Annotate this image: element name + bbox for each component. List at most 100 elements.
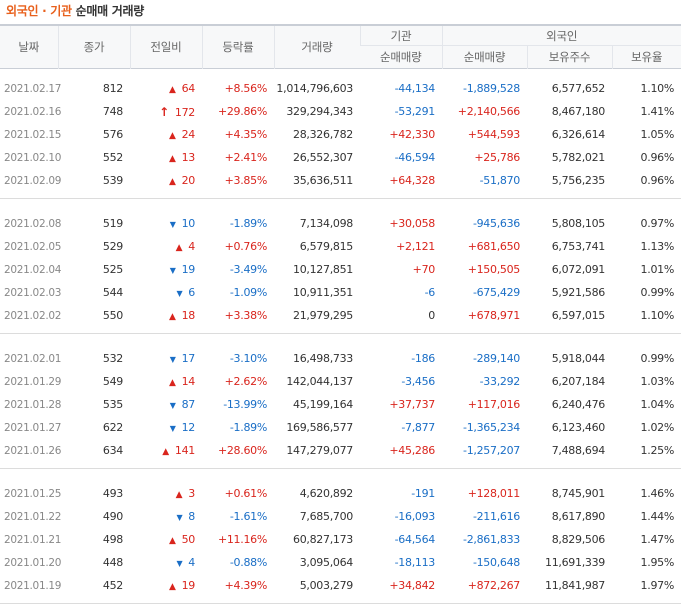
table-body: 2021.02.17 812 ▲ 64 +8.56% 1,014,796,603 -44,1… xyxy=(0,69,681,604)
cell-date: 2021.01.22 xyxy=(4,510,62,523)
cell-inst-net: -46,594 xyxy=(394,151,436,164)
cell-inst-net: -186 xyxy=(411,352,435,365)
cell-foreign-net: -150,648 xyxy=(472,556,520,569)
cell-foreign-net: +150,505 xyxy=(467,263,521,276)
cell-rate: +4.39% xyxy=(224,579,268,592)
up-triangle-icon: ▲ xyxy=(175,490,183,500)
cell-foreign-net: -1,257,207 xyxy=(463,444,520,457)
table-header: 날짜 종가 전일비 등락률 거래량 기관 외국인 순매매량 순매매량 보유주수 … xyxy=(0,25,681,69)
change-value: 18 xyxy=(181,309,196,322)
up-triangle-icon: ▲ xyxy=(168,582,176,592)
upper-limit-arrow-icon: ↑ xyxy=(159,104,169,119)
cell-rate: -1.09% xyxy=(229,286,267,299)
cell-change: ▼ 17 xyxy=(130,347,202,370)
cell-change: ▼ 4 xyxy=(130,551,202,574)
cell-change: ▲ 13 xyxy=(130,146,202,169)
down-triangle-icon: ▼ xyxy=(169,355,176,364)
cell-date: 2021.01.27 xyxy=(4,421,62,434)
cell-change: ▲ 19 xyxy=(130,574,202,597)
cell-foreign-net: +117,016 xyxy=(467,398,521,411)
cell-foreign-ratio: 1.41% xyxy=(640,105,675,118)
cell-volume: 5,003,279 xyxy=(299,579,354,592)
cell-volume: 3,095,064 xyxy=(299,556,354,569)
header-foreign-net: 순매매량 xyxy=(441,45,527,69)
cell-change: ▲ 20 xyxy=(130,169,202,192)
change-value: 87 xyxy=(181,398,196,411)
cell-close: 576 xyxy=(102,128,123,141)
cell-rate: -3.10% xyxy=(229,352,267,365)
cell-inst-net: +37,737 xyxy=(389,398,435,411)
cell-volume: 6,579,815 xyxy=(299,240,354,253)
table-row: 2021.01.20 448 ▼ 4 -0.88% 3,095,064 -18,113 -15… xyxy=(0,551,681,574)
cell-volume: 7,134,098 xyxy=(299,217,354,230)
cell-foreign-net: -675,429 xyxy=(472,286,520,299)
table-row: 2021.02.15 576 ▲ 24 +4.35% 28,326,782 +42,330 +… xyxy=(0,123,681,146)
change-value: 10 xyxy=(181,217,196,230)
cell-volume: 16,498,733 xyxy=(293,352,353,365)
cell-inst-net: +2,121 xyxy=(396,240,435,253)
up-triangle-icon: ▲ xyxy=(168,177,176,187)
cell-date: 2021.02.01 xyxy=(4,352,62,365)
cell-foreign-ratio: 0.96% xyxy=(640,151,675,164)
table-row: 2021.01.25 493 ▲ 3 +0.61% 4,620,892 -191 +128,0… xyxy=(0,482,681,505)
cell-foreign-ratio: 1.46% xyxy=(640,487,675,500)
group-spacer xyxy=(0,469,681,483)
cell-foreign-net: +678,971 xyxy=(467,309,521,322)
cell-inst-net: -64,564 xyxy=(394,533,436,546)
cell-date: 2021.02.17 xyxy=(4,82,62,95)
change-value: 6 xyxy=(188,286,195,299)
cell-foreign-net: -51,870 xyxy=(479,174,521,187)
table-row: 2021.02.08 519 ▼ 10 -1.89% 7,134,098 +30,058 -9… xyxy=(0,212,681,235)
cell-foreign-net: +872,267 xyxy=(467,579,521,592)
change-value: 50 xyxy=(181,533,196,546)
change-value: 12 xyxy=(181,421,196,434)
cell-change: ▲ 3 xyxy=(130,482,202,505)
cell-volume: 26,552,307 xyxy=(293,151,353,164)
header-foreign-shares: 보유주수 xyxy=(526,45,612,69)
cell-inst-net: -191 xyxy=(411,487,435,500)
cell-volume: 142,044,137 xyxy=(286,375,353,388)
cell-foreign-ratio: 1.10% xyxy=(640,309,675,322)
cell-inst-net: -6 xyxy=(424,286,436,299)
change-value: 19 xyxy=(181,579,196,592)
cell-foreign-shares: 7,488,694 xyxy=(551,444,606,457)
cell-foreign-net: +544,593 xyxy=(467,128,521,141)
cell-inst-net: +70 xyxy=(412,263,436,276)
header-foreign-ratio: 보유율 xyxy=(611,45,681,69)
cell-rate: +2.62% xyxy=(224,375,268,388)
cell-change: ▲ 50 xyxy=(130,528,202,551)
section-title: 외국인 · 기관 순매매 거래량 xyxy=(0,0,685,24)
cell-date: 2021.01.29 xyxy=(4,375,62,388)
cell-volume: 45,199,164 xyxy=(293,398,353,411)
cell-date: 2021.01.25 xyxy=(4,487,62,500)
cell-close: 532 xyxy=(102,352,123,365)
cell-rate: -0.88% xyxy=(229,556,267,569)
cell-foreign-net: -33,292 xyxy=(479,375,521,388)
cell-rate: +3.85% xyxy=(224,174,268,187)
cell-foreign-ratio: 1.05% xyxy=(640,128,675,141)
cell-inst-net: +45,286 xyxy=(389,444,435,457)
cell-foreign-shares: 6,597,015 xyxy=(551,309,606,322)
group-spacer xyxy=(0,334,681,348)
cell-date: 2021.02.15 xyxy=(4,128,62,141)
change-value: 64 xyxy=(181,82,196,95)
table-row: 2021.01.19 452 ▲ 19 +4.39% 5,003,279 +34,842 +8… xyxy=(0,574,681,597)
cell-change: ▲ 24 xyxy=(130,123,202,146)
cell-close: 539 xyxy=(102,174,123,187)
down-triangle-icon: ▼ xyxy=(176,559,183,568)
change-value: 4 xyxy=(188,240,195,253)
cell-foreign-ratio: 1.13% xyxy=(640,240,675,253)
cell-foreign-ratio: 1.25% xyxy=(640,444,675,457)
table-row: 2021.02.05 529 ▲ 4 +0.76% 6,579,815 +2,121 +681… xyxy=(0,235,681,258)
cell-foreign-net: -211,616 xyxy=(472,510,520,523)
cell-foreign-ratio: 0.97% xyxy=(640,217,675,230)
cell-date: 2021.01.20 xyxy=(4,556,62,569)
table-row: 2021.01.21 498 ▲ 50 +11.16% 60,827,173 -64,564… xyxy=(0,528,681,551)
group-divider xyxy=(0,192,681,199)
cell-volume: 28,326,782 xyxy=(293,128,353,141)
cell-foreign-net: -1,365,234 xyxy=(463,421,520,434)
cell-volume: 4,620,892 xyxy=(299,487,354,500)
cell-volume: 21,979,295 xyxy=(293,309,353,322)
cell-rate: -3.49% xyxy=(229,263,267,276)
cell-change: ▲ 141 xyxy=(130,439,202,462)
